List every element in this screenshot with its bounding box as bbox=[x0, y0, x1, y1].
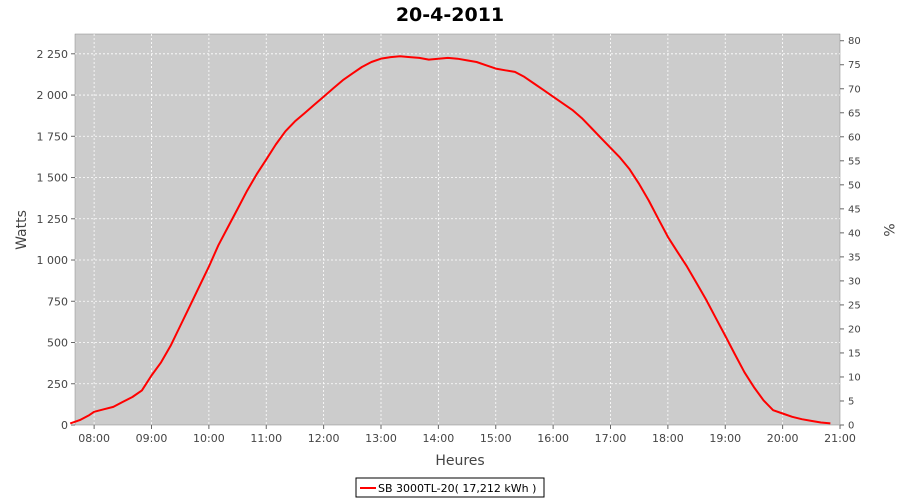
y2-tick-label: 50 bbox=[848, 180, 861, 191]
x-tick-label: 14:00 bbox=[423, 432, 455, 445]
y2-tick-label: 10 bbox=[848, 372, 861, 383]
y2-tick-label: 35 bbox=[848, 252, 861, 263]
y2-tick-label: 15 bbox=[848, 348, 861, 359]
y2-tick-label: 30 bbox=[848, 276, 861, 287]
x-tick-label: 13:00 bbox=[365, 432, 397, 445]
x-tick-label: 19:00 bbox=[709, 432, 741, 445]
plot-area bbox=[74, 33, 841, 426]
y-tick-label: 2 250 bbox=[37, 48, 69, 61]
x-tick-label: 11:00 bbox=[250, 432, 282, 445]
legend: SB 3000TL-20( 17,212 kWh ) bbox=[355, 477, 545, 498]
series-line-0 bbox=[69, 55, 831, 425]
y2-tick-label: 40 bbox=[848, 228, 861, 239]
y2-tick-label: 60 bbox=[848, 132, 861, 143]
y2-tick-label: 25 bbox=[848, 300, 861, 311]
y-tick-label: 1 750 bbox=[37, 130, 69, 143]
y-tick-label: 750 bbox=[47, 295, 68, 308]
y-tick-label: 1 250 bbox=[37, 213, 69, 226]
y2-tick-label: 5 bbox=[848, 396, 854, 407]
x-tick-label: 17:00 bbox=[595, 432, 627, 445]
x-tick-label: 16:00 bbox=[537, 432, 569, 445]
y-tick-label: 2 000 bbox=[37, 89, 69, 102]
x-tick-label: 15:00 bbox=[480, 432, 512, 445]
y-tick-label: 1 500 bbox=[37, 172, 69, 185]
y-tick-label: 1 000 bbox=[37, 254, 69, 267]
x-tick-label: 21:00 bbox=[824, 432, 856, 445]
y2-tick-label: 20 bbox=[848, 324, 861, 335]
series-layer bbox=[69, 55, 831, 425]
y2-tick-label: 65 bbox=[848, 108, 861, 119]
legend-box bbox=[355, 477, 545, 498]
y2-tick-label: 80 bbox=[848, 36, 861, 47]
legend-label: SB 3000TL-20( 17,212 kWh ) bbox=[378, 482, 536, 495]
y-tick-label: 250 bbox=[47, 378, 68, 391]
y2-tick-label: 75 bbox=[848, 60, 861, 71]
x-tick-label: 18:00 bbox=[652, 432, 684, 445]
y2-tick-label: 70 bbox=[848, 84, 861, 95]
chart-title: 20-4-2011 bbox=[396, 4, 504, 26]
y2-tick-label: 0 bbox=[848, 421, 854, 432]
x-tick-label: 12:00 bbox=[308, 432, 340, 445]
x-axis-label: Heures bbox=[435, 453, 484, 469]
x-tick-label: 20:00 bbox=[767, 432, 799, 445]
y-tick-label: 500 bbox=[47, 337, 68, 350]
y-axis-right: 0 5 10 15 20 25 30 35 40 45 50 55 60 65 70 75 80 bbox=[840, 36, 861, 432]
x-axis: 08:00 09:00 10:00 11:00 12:00 13:00 14:00 15:00… bbox=[78, 425, 856, 445]
x-tick-label: 08:00 bbox=[78, 432, 110, 445]
y-axis-left: 0 250 500 750 1 000 1 250 1 500 1 750 2 000 2 250 bbox=[37, 48, 75, 432]
y2-tick-label: 45 bbox=[848, 204, 861, 215]
x-tick-label: 10:00 bbox=[193, 432, 225, 445]
y2-axis-label: % bbox=[880, 223, 896, 236]
x-tick-label: 09:00 bbox=[136, 432, 168, 445]
gridlines bbox=[75, 34, 840, 425]
y2-tick-label: 55 bbox=[848, 156, 861, 167]
y-tick-label: 0 bbox=[61, 419, 68, 432]
y-axis-label: Watts bbox=[14, 210, 30, 250]
